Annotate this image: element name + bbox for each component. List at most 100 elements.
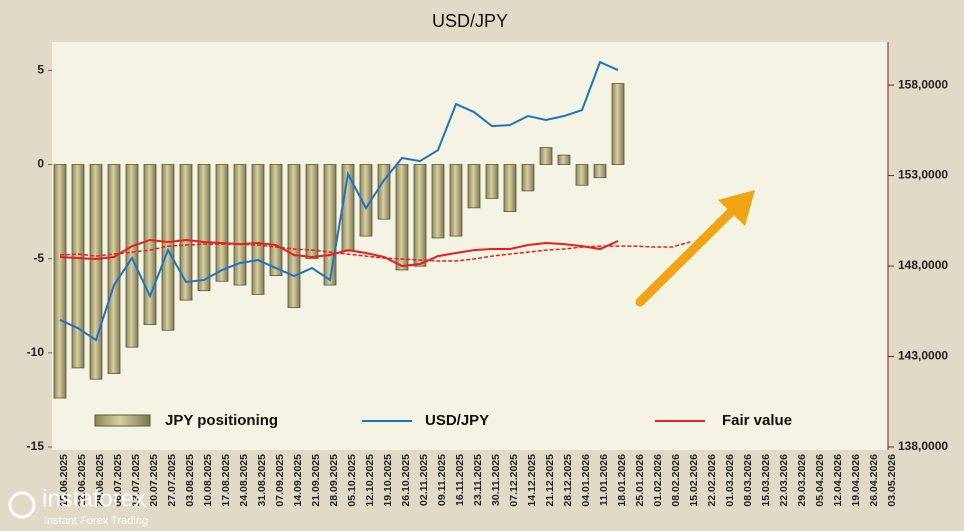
logo-tagline: Instant Forex Trading: [44, 515, 148, 527]
x-tick-label: 27.07.2025: [166, 454, 178, 507]
bar: [71, 164, 85, 369]
legend-label: Fair value: [722, 412, 792, 429]
x-tick-label: 01.03.2026: [724, 454, 736, 507]
bar: [377, 164, 391, 220]
y-tick-label: -10: [27, 345, 45, 359]
bar: [485, 164, 499, 199]
x-tick-label: 15.03.2026: [760, 454, 772, 507]
trend-line: [59, 241, 691, 262]
x-tick-label: 14.09.2025: [292, 454, 304, 507]
bar: [125, 164, 139, 348]
plot-area: [52, 42, 888, 450]
x-tick-label: 22.03.2026: [778, 454, 790, 507]
x-tick-label: 18.01.2026: [616, 454, 628, 507]
x-tick-label: 30.11.2025: [490, 454, 502, 506]
legend-swatch: [94, 414, 151, 427]
y2-tick-label: 148,0000: [898, 258, 948, 272]
bar: [593, 164, 607, 179]
x-tick-label: 02.11.2025: [418, 454, 430, 506]
line: [59, 60, 619, 342]
x-tick-label: 17.08.2025: [220, 454, 232, 507]
bar: [215, 164, 229, 282]
y2-tick-label: 158,0000: [898, 77, 948, 91]
y-tick-label: -5: [33, 251, 44, 265]
x-tick-label: 03.08.2025: [184, 454, 196, 507]
x-tick-label: 05.10.2025: [346, 454, 358, 507]
x-tick-label: 28.09.2025: [328, 454, 340, 507]
bar: [449, 164, 463, 237]
legend-label: USD/JPY: [425, 412, 489, 429]
bar: [233, 164, 247, 286]
x-tick-label: 28.12.2025: [562, 454, 574, 507]
logo: instaforex Instant Forex Trading: [8, 485, 148, 527]
x-tick-label: 08.02.2026: [670, 454, 682, 507]
x-tick-label: 31.08.2025: [256, 454, 268, 507]
bar: [467, 164, 481, 209]
chart-title: USD/JPY: [432, 11, 508, 31]
x-tick-label: 12.10.2025: [364, 454, 376, 507]
x-tick-label: 20.07.2025: [148, 454, 160, 507]
x-tick-label: 19.10.2025: [382, 454, 394, 507]
x-tick-label: 04.01.2026: [580, 454, 592, 507]
bar: [89, 164, 103, 380]
x-tick-label: 12.04.2026: [832, 454, 844, 507]
bar: [251, 164, 265, 295]
bar: [413, 164, 427, 267]
x-tick-label: 11.01.2026: [598, 454, 610, 506]
x-tick-label: 23.11.2025: [472, 454, 484, 506]
x-tick-label: 22.02.2026: [706, 454, 718, 507]
x-tick-label: 09.11.2025: [436, 454, 448, 506]
arrow: [635, 190, 755, 307]
x-tick-label: 21.09.2025: [310, 454, 322, 507]
x-tick-label: 21.12.2025: [544, 454, 556, 507]
bar: [557, 154, 571, 165]
bar: [53, 164, 67, 399]
bar: [323, 164, 337, 286]
x-tick-label: 15.02.2026: [688, 454, 700, 507]
x-tick-label: 07.12.2025: [508, 454, 520, 507]
x-tick-label: 26.10.2025: [400, 454, 412, 507]
bar: [179, 164, 193, 301]
x-tick-label: 01.02.2026: [652, 454, 664, 507]
y-tick-label: 5: [37, 63, 44, 77]
bar: [107, 164, 121, 374]
bar: [287, 164, 301, 309]
x-tick-label: 29.06.2025: [94, 454, 106, 507]
bar: [143, 164, 157, 325]
x-tick-label: 14.12.2025: [526, 454, 538, 507]
logo-brand: instaforex: [42, 485, 146, 512]
y2-tick-label: 143,0000: [898, 349, 948, 363]
x-tick-label: 07.09.2025: [274, 454, 286, 507]
x-tick-label: 06.07.2025: [112, 454, 124, 507]
x-tick-label: 16.11.2025: [454, 454, 466, 506]
x-tick-label: 05.04.2026: [814, 454, 826, 507]
bar: [575, 164, 589, 186]
x-tick-label: 19.04.2026: [850, 454, 862, 507]
x-tick-label: 03.05.2026: [886, 454, 898, 507]
y-tick-label: 0: [37, 157, 44, 171]
x-tick-label: 24.08.2025: [238, 454, 250, 507]
x-tick-label: 25.01.2026: [634, 454, 646, 507]
bar: [269, 164, 283, 277]
y2-tick-label: 153,0000: [898, 168, 948, 182]
x-tick-label: 08.03.2026: [742, 454, 754, 507]
x-tick-label: 26.04.2026: [868, 454, 880, 507]
x-tick-label: 22.06.2025: [76, 454, 88, 507]
x-tick-label: 15.06.2025: [58, 454, 70, 507]
line: [59, 238, 619, 268]
legend-label: JPY positioning: [165, 412, 278, 429]
bar: [503, 164, 517, 213]
bar: [305, 164, 319, 260]
x-tick-label: 13.07.2025: [130, 454, 142, 507]
y-tick-label: -15: [27, 439, 45, 453]
y2-tick-label: 138,0000: [898, 439, 948, 453]
x-tick-label: 10.08.2025: [202, 454, 214, 507]
bar: [431, 164, 445, 239]
bar: [395, 164, 409, 271]
bar: [539, 147, 553, 165]
bar: [197, 164, 211, 292]
x-tick-label: 29.03.2026: [796, 454, 808, 507]
bar: [521, 164, 535, 192]
bar: [611, 83, 625, 165]
